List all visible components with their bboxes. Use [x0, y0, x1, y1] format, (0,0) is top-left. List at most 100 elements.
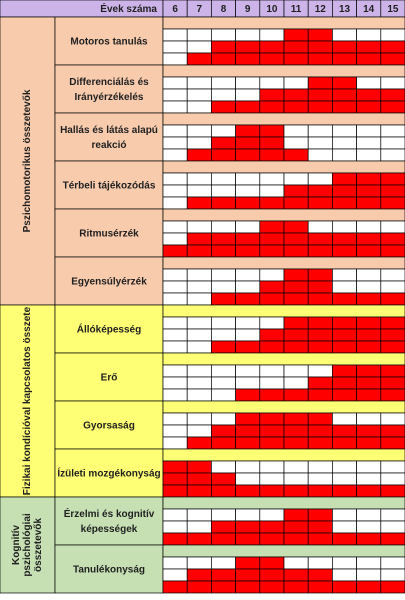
item-cell	[54, 352, 164, 402]
cell	[259, 412, 285, 426]
cell	[186, 124, 212, 138]
cell	[380, 40, 405, 54]
cell	[259, 388, 285, 402]
strip-row	[162, 112, 405, 126]
cell	[186, 148, 212, 162]
cell	[259, 472, 285, 486]
cell	[211, 412, 236, 426]
cell	[307, 364, 333, 378]
cell	[211, 40, 236, 54]
cell	[356, 508, 382, 522]
cell	[283, 196, 309, 210]
cell	[356, 40, 382, 54]
cell	[332, 100, 357, 114]
cell	[283, 148, 309, 162]
cell	[211, 88, 236, 102]
cell	[186, 232, 212, 246]
cell	[259, 40, 285, 54]
cell	[211, 424, 236, 438]
cell	[356, 124, 382, 138]
cell	[162, 460, 188, 474]
cell	[211, 472, 236, 486]
cell	[235, 100, 261, 114]
cell	[259, 280, 285, 294]
cell	[186, 460, 212, 474]
cell	[332, 292, 357, 306]
cell	[283, 268, 309, 282]
cell	[307, 556, 333, 570]
cell	[211, 184, 236, 198]
strip-row	[162, 544, 405, 558]
strip-row	[162, 304, 405, 318]
cell	[356, 244, 382, 258]
cell	[235, 184, 261, 198]
item-label: Egyensúlyérzék	[71, 277, 147, 288]
cell	[380, 520, 405, 534]
cell	[283, 580, 309, 594]
cell	[283, 232, 309, 246]
cell	[283, 316, 309, 330]
group-label: Kognitív	[11, 525, 22, 565]
cell	[186, 376, 212, 390]
cell	[235, 52, 261, 66]
item-label: Hallás és látás alapú	[60, 125, 158, 136]
cell	[307, 388, 333, 402]
cell	[235, 520, 261, 534]
cell	[235, 220, 261, 234]
cell	[259, 568, 285, 582]
cell	[380, 412, 405, 426]
cell	[162, 124, 188, 138]
item-label: Gyorsaság	[83, 421, 135, 432]
cell	[332, 436, 357, 450]
cell	[211, 508, 236, 522]
cell	[380, 268, 405, 282]
cell	[283, 136, 309, 150]
cell	[211, 244, 236, 258]
cell	[332, 40, 357, 54]
year-label: 15	[387, 4, 399, 15]
item-label: Tanulékonyság	[73, 565, 145, 576]
cell	[162, 76, 188, 90]
cell	[211, 220, 236, 234]
year-label: 7	[197, 4, 203, 15]
cell	[356, 220, 382, 234]
cell	[162, 532, 188, 546]
cell	[162, 568, 188, 582]
cell	[259, 556, 285, 570]
cell	[380, 436, 405, 450]
cell	[211, 364, 236, 378]
cell	[380, 220, 405, 234]
cell	[380, 184, 405, 198]
cell	[307, 244, 333, 258]
cell	[259, 184, 285, 198]
cell	[162, 28, 188, 42]
cell	[380, 232, 405, 246]
cell	[332, 412, 357, 426]
item-label: reakció	[91, 140, 126, 151]
cell	[211, 520, 236, 534]
cell	[356, 568, 382, 582]
cell	[235, 28, 261, 42]
cell	[380, 100, 405, 114]
cell	[356, 280, 382, 294]
cell	[283, 328, 309, 342]
cell	[356, 88, 382, 102]
cell	[235, 124, 261, 138]
cell	[332, 316, 357, 330]
cell	[380, 196, 405, 210]
cell	[332, 88, 357, 102]
cell	[162, 388, 188, 402]
cell	[307, 268, 333, 282]
cell	[332, 376, 357, 390]
cell	[259, 316, 285, 330]
cell	[186, 532, 212, 546]
cell	[356, 328, 382, 342]
cell	[211, 556, 236, 570]
cell	[307, 532, 333, 546]
cell	[283, 520, 309, 534]
cell	[283, 364, 309, 378]
cell	[356, 316, 382, 330]
cell	[162, 508, 188, 522]
cell	[162, 472, 188, 486]
cell	[211, 568, 236, 582]
